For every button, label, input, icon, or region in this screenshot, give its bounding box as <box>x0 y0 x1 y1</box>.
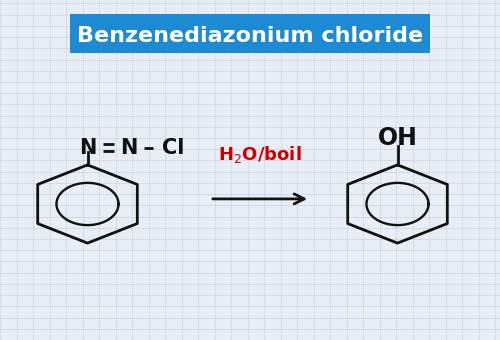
Text: Benzenediazonium chloride: Benzenediazonium chloride <box>77 26 423 46</box>
Text: N: N <box>120 138 138 158</box>
Text: Cl: Cl <box>162 138 184 158</box>
FancyBboxPatch shape <box>70 14 430 53</box>
Text: N: N <box>79 138 96 158</box>
Text: H$_2$O/boil: H$_2$O/boil <box>218 144 302 165</box>
Text: OH: OH <box>378 126 418 150</box>
